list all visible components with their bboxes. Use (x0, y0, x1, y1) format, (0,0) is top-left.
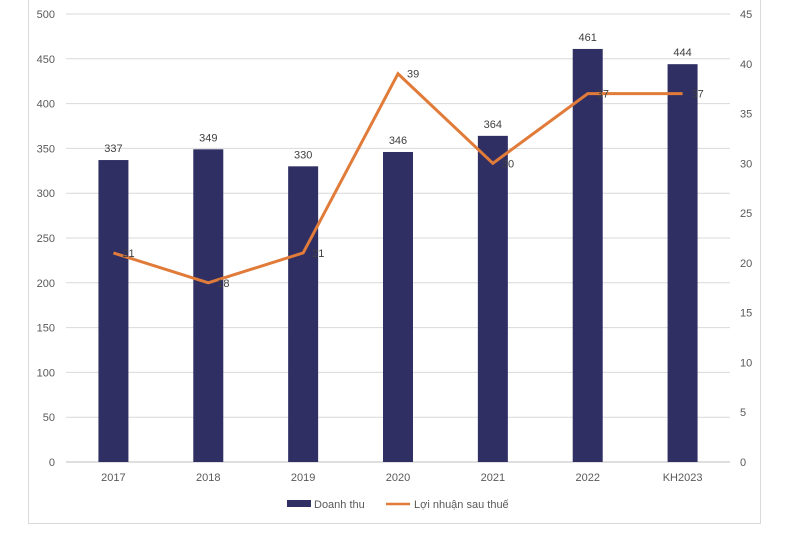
x-axis-tick-label: 2019 (291, 472, 315, 484)
left-axis-tick-label: 150 (37, 323, 55, 335)
line-data-label: 30 (502, 158, 514, 170)
bar (477, 135, 508, 462)
line-data-label: 37 (597, 89, 609, 101)
right-axis-tick-label: 20 (740, 258, 752, 270)
right-axis-tick-label: 15 (740, 308, 752, 320)
line-data-label: 37 (692, 89, 704, 101)
right-axis-tick-label: 40 (740, 59, 752, 71)
line-data-label: 39 (407, 69, 419, 81)
right-axis-tick-label: 5 (740, 407, 746, 419)
x-axis-tick-label: 2017 (101, 472, 125, 484)
line-data-label: 18 (217, 278, 229, 290)
legend-swatch-bar (287, 500, 311, 507)
x-axis-ticks: 2017 2018 2019 2020 2021 2022 KH2023 (101, 472, 702, 484)
x-axis-tick-label: 2018 (196, 472, 220, 484)
bar (383, 151, 413, 462)
left-axis-tick-label: 250 (37, 233, 55, 245)
left-axis-tick-label: 350 (37, 143, 55, 155)
bar (667, 64, 698, 463)
line-data-label: 21 (122, 248, 134, 260)
bar-data-labels: 337 349 330 346 364 461 444 (104, 32, 692, 161)
left-axis-tick-label: 200 (37, 278, 55, 290)
left-axis-tick-label: 50 (43, 412, 55, 424)
x-axis-tick-label: 2021 (481, 472, 505, 484)
line-data-labels: 21 18 21 39 30 37 37 (122, 69, 703, 290)
right-axis-tick-label: 0 (740, 457, 746, 469)
x-axis-tick-label: 2020 (386, 472, 410, 484)
left-axis-tick-label: 0 (49, 457, 55, 469)
line-series-path (112, 71, 683, 285)
bar-series (98, 48, 698, 463)
bar-data-label: 346 (389, 135, 407, 147)
bar-data-label: 364 (484, 119, 502, 131)
right-axis-tick-label: 30 (740, 158, 752, 170)
right-axis-tick-label: 10 (740, 357, 752, 369)
left-axis-tick-label: 450 (37, 54, 55, 66)
line-series (112, 71, 683, 285)
bar-data-label: 349 (199, 132, 217, 144)
x-axis-tick-label: 2022 (575, 472, 599, 484)
bar (288, 166, 319, 462)
bar-data-label: 444 (673, 47, 691, 59)
right-axis-ticks: 0 5 10 15 20 25 30 35 40 45 (740, 9, 752, 469)
bar-data-label: 337 (104, 143, 122, 155)
right-axis-tick-label: 45 (740, 9, 752, 21)
left-axis-tick-label: 400 (37, 99, 55, 111)
right-axis-tick-label: 35 (740, 109, 752, 121)
left-axis-tick-label: 300 (37, 188, 55, 200)
bar-data-label: 461 (579, 32, 597, 44)
line-data-label: 21 (312, 248, 324, 260)
x-axis-tick-label: KH2023 (663, 472, 703, 484)
left-axis-tick-label: 100 (37, 367, 55, 379)
legend-label-line: Lợi nhuận sau thuế (414, 499, 509, 511)
right-axis-tick-label: 25 (740, 208, 752, 220)
bar (98, 160, 129, 462)
left-axis-tick-label: 500 (37, 9, 55, 21)
bar (193, 149, 224, 462)
legend: Doanh thu Lợi nhuận sau thuế (287, 499, 509, 511)
legend-label-bar: Doanh thu (314, 499, 365, 511)
left-axis-ticks: 0 50 100 150 200 250 300 350 400 450 500 (37, 9, 55, 469)
chart-frame (28, 0, 761, 524)
bar (572, 48, 603, 462)
bar-data-label: 330 (294, 149, 312, 161)
